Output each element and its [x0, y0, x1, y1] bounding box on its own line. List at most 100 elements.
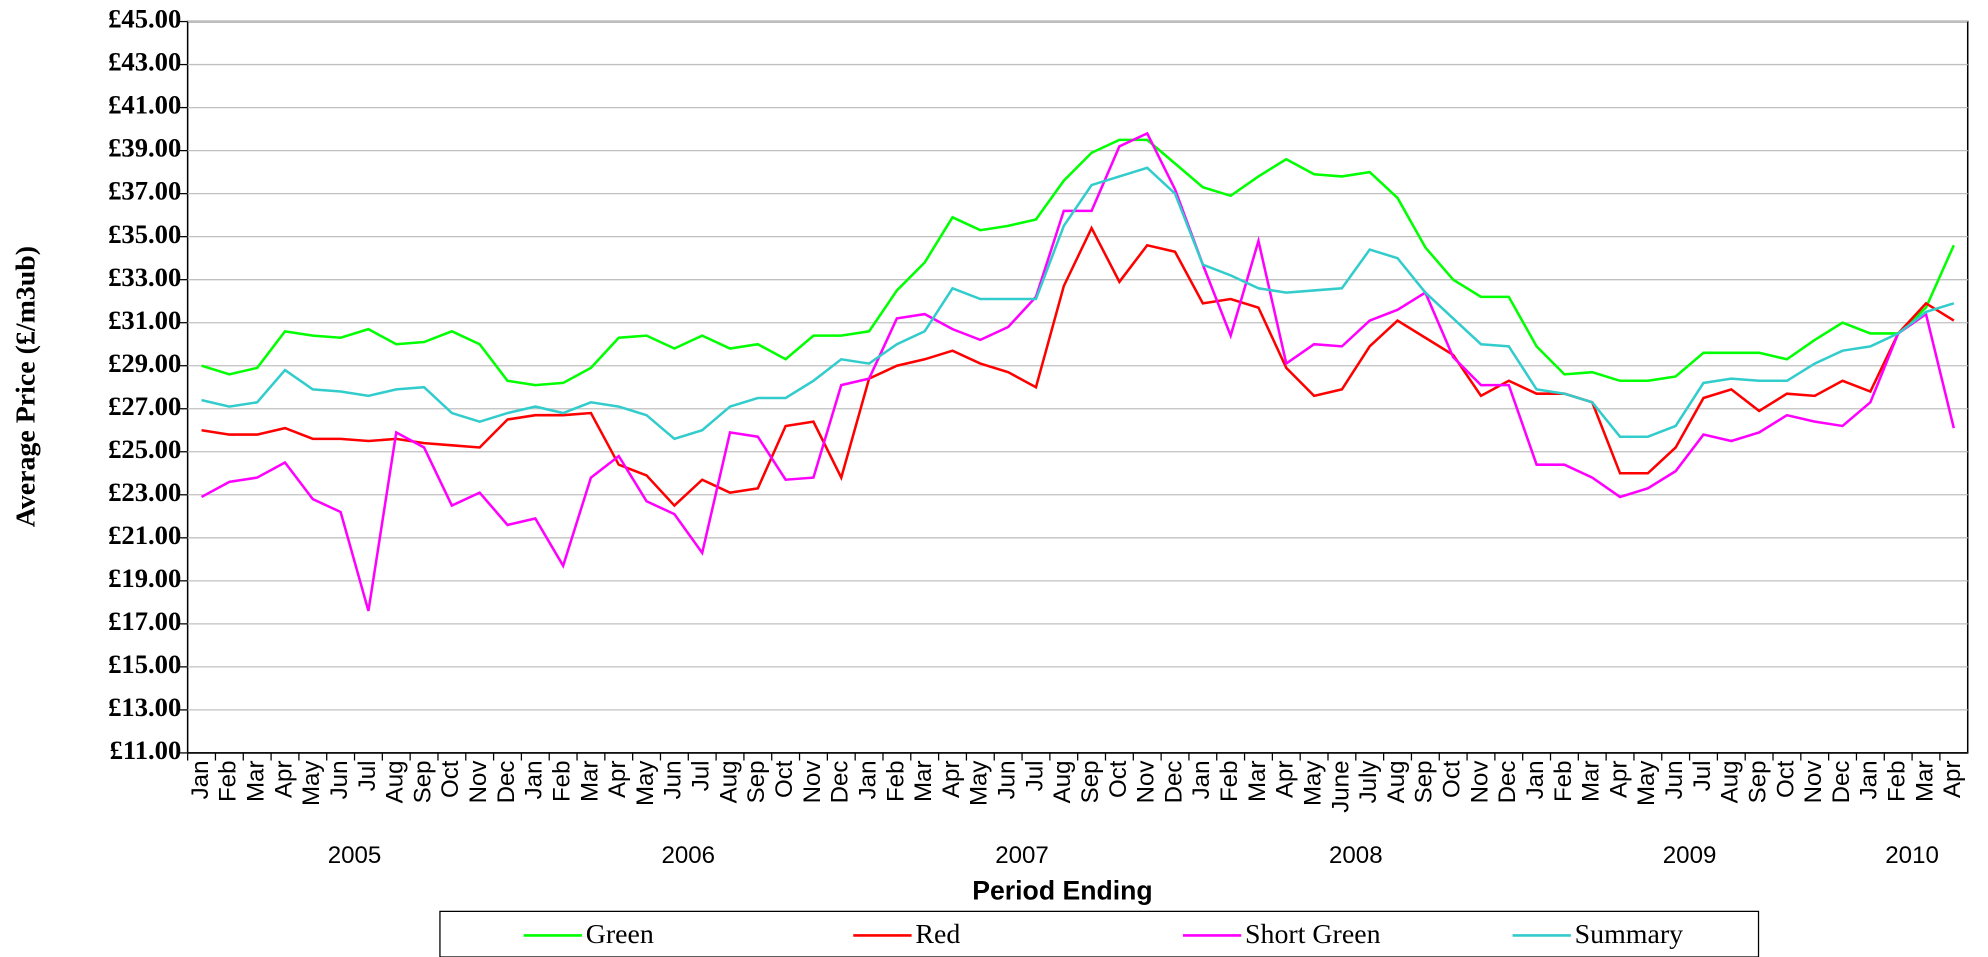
x-tick-label: Dec — [827, 761, 854, 804]
x-tick-label: Oct — [1105, 760, 1132, 798]
x-tick-label: Jan — [854, 761, 881, 800]
x-tick-label: Sep — [743, 761, 770, 804]
x-tick-label: July — [1355, 761, 1382, 804]
x-axis-title: Period Ending — [972, 875, 1152, 905]
x-tick-label: Dec — [1828, 761, 1855, 804]
x-tick-label: Sep — [1077, 761, 1104, 804]
legend-label: Summary — [1575, 919, 1683, 950]
legend-label: Short Green — [1245, 919, 1381, 950]
x-tick-label: Feb — [1216, 761, 1243, 802]
series-line — [201, 166, 1955, 441]
x-tick-label: Nov — [1133, 761, 1160, 804]
x-tick-label: Dec — [1160, 761, 1187, 804]
x-tick-label: Dec — [493, 761, 520, 804]
x-tick-label: Jul — [1689, 761, 1716, 792]
x-tick-label: Jul — [354, 761, 381, 792]
x-tick-label: Dec — [1494, 761, 1521, 804]
legend-label: Green — [586, 919, 654, 950]
y-tick-label: £39.00 — [108, 133, 181, 163]
x-tick-label: Jun — [994, 761, 1021, 800]
x-tick-label: Jan — [1856, 761, 1883, 800]
x-tick-label: Mar — [576, 761, 603, 802]
x-tick-label: Sep — [1411, 761, 1438, 804]
x-tick-label: Jul — [1021, 761, 1048, 792]
y-tick-label: £17.00 — [108, 606, 181, 636]
y-tick-label: £15.00 — [108, 649, 181, 679]
legend-label: Red — [915, 919, 960, 950]
x-tick-label: Apr — [1272, 761, 1299, 798]
x-tick-label: Aug — [1383, 761, 1410, 804]
x-tick-label: Mar — [1244, 761, 1271, 802]
x-tick-label: May — [1299, 761, 1326, 806]
x-tick-label: Nov — [1466, 761, 1493, 804]
x-tick-label: Mar — [910, 761, 937, 802]
x-tick-label: June — [1327, 761, 1354, 813]
y-tick-label: £45.00 — [108, 4, 181, 34]
y-tick-label: £27.00 — [108, 391, 181, 421]
year-label: 2010 — [1885, 842, 1939, 869]
y-tick-label: £29.00 — [108, 348, 181, 378]
x-tick-label: Jan — [1188, 761, 1215, 800]
x-tick-label: Sep — [409, 761, 436, 804]
x-tick-label: Mar — [243, 761, 270, 802]
x-tick-label: Feb — [548, 761, 575, 802]
x-tick-label: Nov — [465, 761, 492, 804]
year-label: 2007 — [995, 842, 1049, 869]
x-tick-label: Feb — [1550, 761, 1577, 802]
plot-area — [186, 20, 1969, 754]
x-tick-label: Jun — [1661, 761, 1688, 800]
series-line — [200, 131, 1956, 612]
y-tick-label: £35.00 — [108, 219, 181, 249]
x-tick-label: Apr — [270, 761, 297, 798]
x-tick-label: Nov — [799, 761, 826, 804]
x-tick-label: Jan — [521, 761, 548, 800]
x-tick-label: Oct — [1772, 760, 1799, 798]
x-tick-label: Jan — [187, 761, 214, 800]
x-tick-label: Mar — [1911, 761, 1938, 802]
y-tick-label: £25.00 — [108, 434, 181, 464]
x-tick-label: Apr — [938, 761, 965, 798]
y-tick-label: £13.00 — [108, 692, 181, 722]
x-tick-label: May — [298, 761, 325, 806]
y-tick-label: £33.00 — [108, 262, 181, 292]
y-tick-label: £11.00 — [110, 735, 182, 765]
y-tick-label: £31.00 — [108, 305, 181, 335]
x-tick-label: Apr — [1605, 761, 1632, 798]
x-tick-label: Apr — [1939, 761, 1966, 798]
y-tick-label: £23.00 — [108, 477, 181, 507]
x-tick-label: Oct — [437, 760, 464, 798]
year-label: 2008 — [1329, 842, 1383, 869]
x-tick-label: Feb — [215, 761, 242, 802]
year-label: 2009 — [1663, 842, 1717, 869]
x-tick-label: Jun — [660, 761, 687, 800]
y-tick-label: £37.00 — [108, 176, 181, 206]
x-tick-label: Feb — [1884, 761, 1911, 802]
x-tick-label: Nov — [1800, 761, 1827, 804]
x-tick-label: Aug — [715, 761, 742, 804]
x-tick-label: Aug — [1717, 761, 1744, 804]
x-tick-label: Mar — [1578, 761, 1605, 802]
year-label: 2006 — [661, 842, 715, 869]
x-tick-label: Oct — [1439, 760, 1466, 798]
x-tick-label: May — [966, 761, 993, 806]
x-tick-label: Aug — [1049, 761, 1076, 804]
x-tick-label: Sep — [1744, 761, 1771, 804]
x-tick-label: Jan — [1522, 761, 1549, 800]
series-line — [201, 225, 1955, 508]
x-tick-label: Feb — [882, 761, 909, 802]
y-tick-label: £43.00 — [108, 47, 181, 77]
year-label: 2005 — [328, 842, 382, 869]
y-tick-label: £21.00 — [108, 520, 181, 550]
x-tick-label: Oct — [771, 760, 798, 798]
x-tick-label: Aug — [382, 761, 409, 804]
x-tick-label: Jun — [326, 761, 353, 800]
x-tick-label: May — [632, 761, 659, 806]
y-tick-label: £41.00 — [108, 90, 181, 120]
y-tick-label: £19.00 — [108, 563, 181, 593]
y-axis-title: Average Price (£/m3ub) — [10, 246, 41, 527]
x-tick-label: Jul — [688, 761, 715, 792]
x-tick-label: Apr — [604, 761, 631, 798]
x-tick-label: May — [1633, 761, 1660, 806]
series-line — [201, 138, 1955, 387]
